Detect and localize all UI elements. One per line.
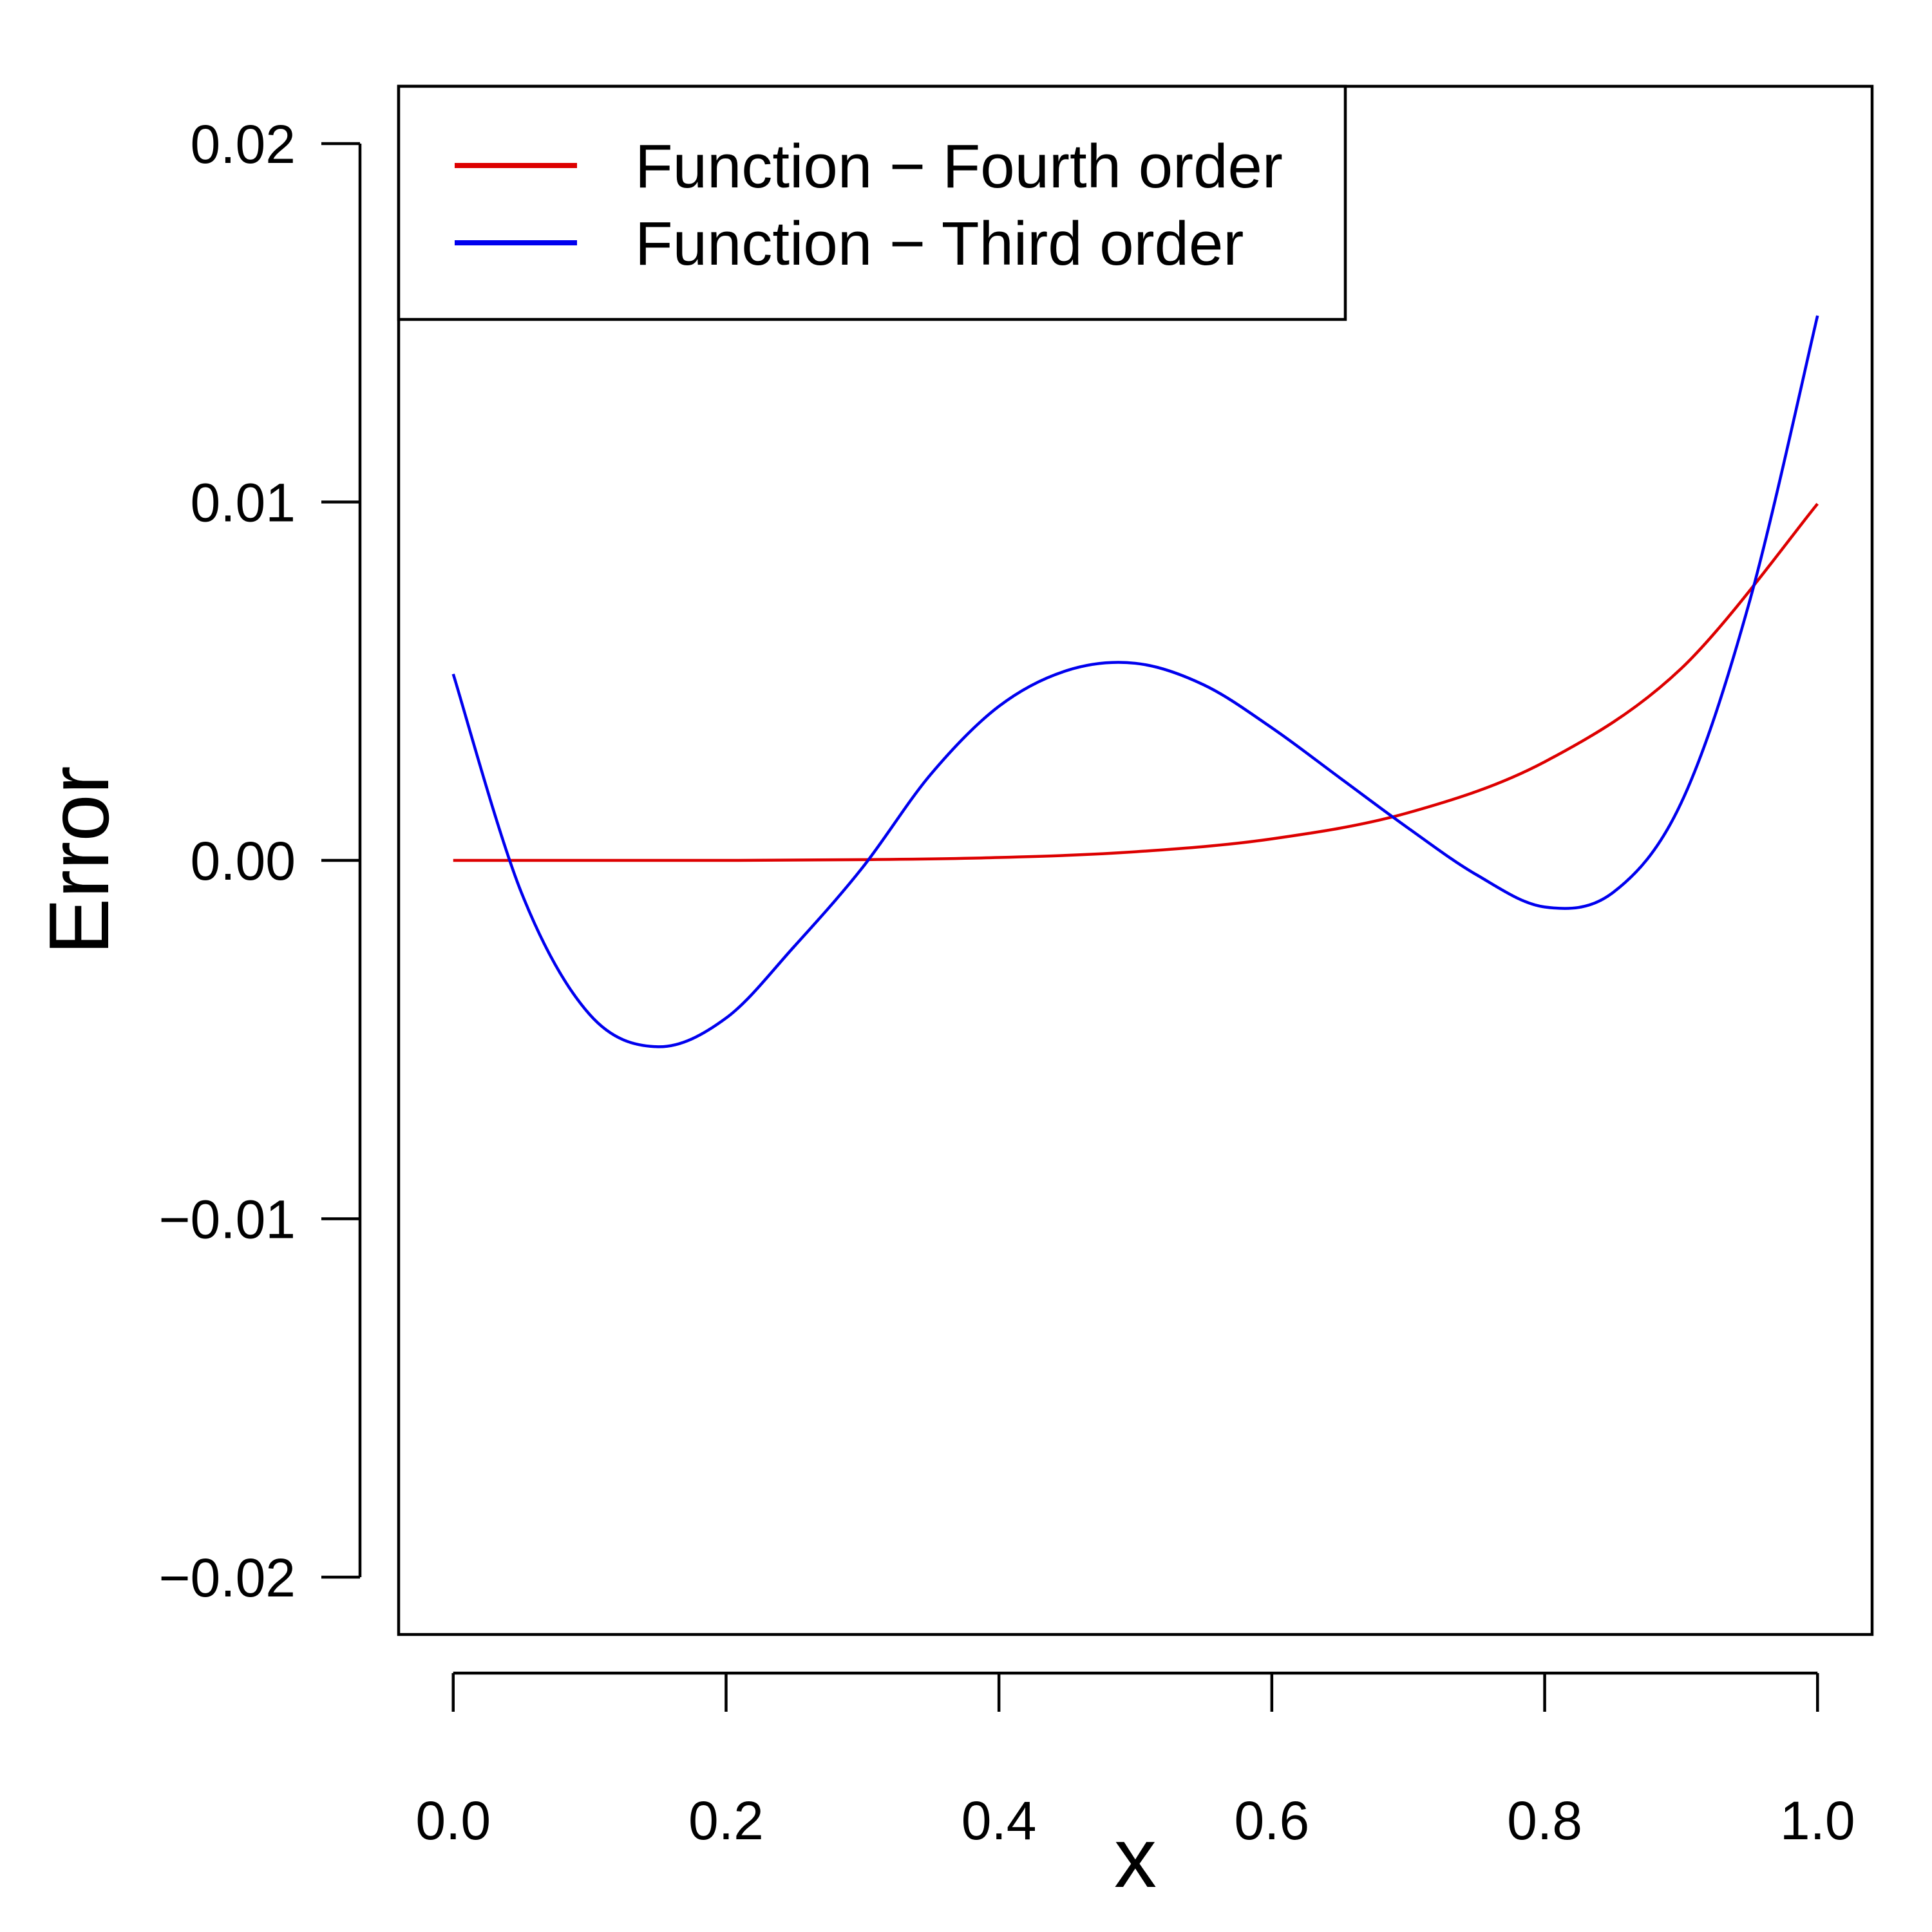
x-tick-label: 0.0 (415, 1790, 491, 1851)
x-tick-label: 0.4 (961, 1790, 1037, 1851)
x-tick-label: 0.6 (1234, 1790, 1309, 1851)
y-tick-label: 0.02 (191, 114, 296, 175)
y-axis-label: Error (32, 766, 126, 954)
y-axis: −0.02 −0.01 0.00 0.01 0.02 (158, 114, 362, 1608)
x-tick-label: 0.8 (1507, 1790, 1582, 1851)
legend-label-third-order: Function − Third order (635, 209, 1244, 278)
series-line-fourth-order (453, 502, 1819, 862)
legend-label-fourth-order: Function − Fourth order (635, 132, 1283, 201)
x-tick-label: 0.2 (688, 1790, 764, 1851)
x-tick-label: 1.0 (1780, 1790, 1855, 1851)
y-tick-label: −0.02 (158, 1548, 296, 1608)
y-tick-label: −0.01 (158, 1189, 296, 1249)
plot-area (451, 315, 1819, 1048)
y-tick-label: 0.01 (191, 473, 296, 533)
legend: Function − Fourth order Function − Third … (397, 84, 1347, 321)
series-line-third-order (451, 315, 1819, 1048)
x-axis-label: x (1114, 1810, 1157, 1905)
legend-box (397, 84, 1347, 321)
x-axis: 0.0 0.2 0.4 0.6 0.8 1.0 (415, 1671, 1855, 1851)
y-tick-label: 0.00 (191, 831, 296, 891)
